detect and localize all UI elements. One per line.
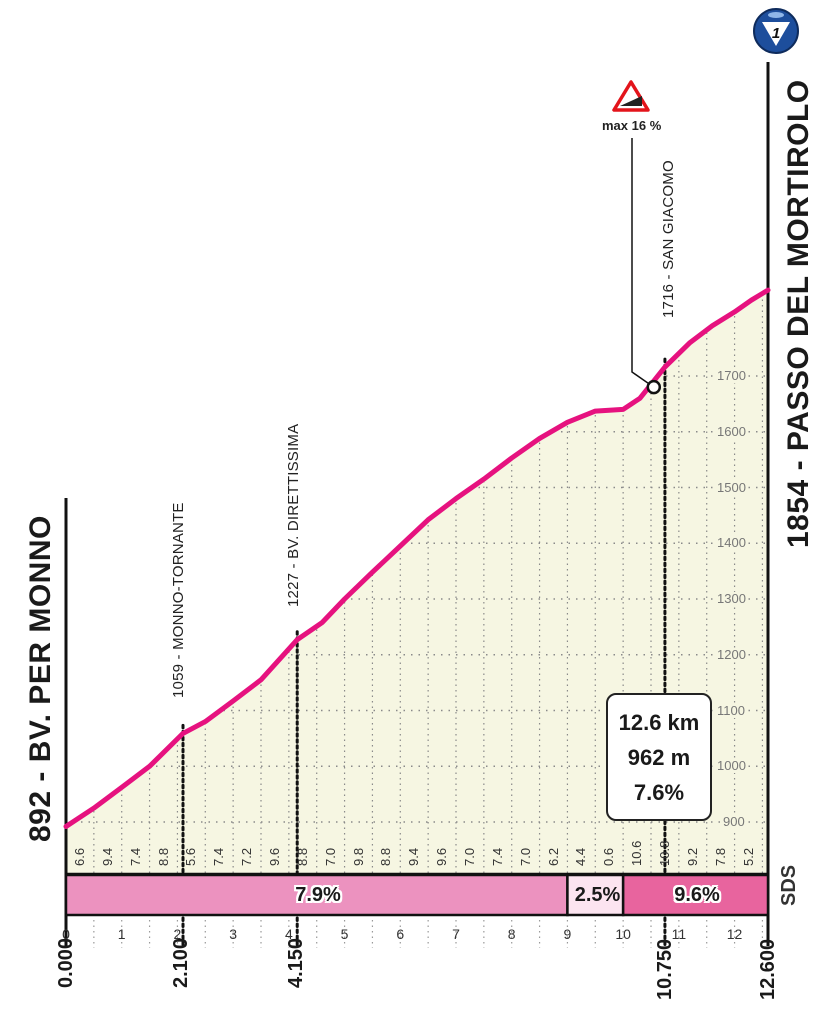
elevation-tick-label: 1400 <box>716 535 747 551</box>
gradient-segment-3 <box>621 873 770 917</box>
half-km-gradient-label: 9.2 <box>684 847 700 866</box>
start-title: 892 - BV. PER MONNO <box>24 515 57 842</box>
elevation-tick-label: 1500 <box>716 479 747 495</box>
half-km-gradient-label: 9.4 <box>406 847 422 866</box>
km-tick-label: 0 <box>62 926 70 942</box>
distance-label-finish: 12.600 <box>757 938 779 1000</box>
half-km-gradient-label: 8.8 <box>294 847 310 866</box>
waypoint-label-san-giacomo: 1716 - SAN GIACOMO <box>660 160 677 318</box>
gpm-badge-triangle <box>762 22 790 46</box>
elevation-tick-label: 1000 <box>716 758 747 774</box>
warning-icon-slope <box>620 96 642 106</box>
km-tick-label: 2 <box>173 926 182 942</box>
max-gradient-callout-line <box>631 138 655 388</box>
half-km-gradient-label: 10.6 <box>629 840 645 866</box>
half-km-gradient-label: 8.8 <box>155 847 171 866</box>
elevation-tick-label: 1100 <box>716 702 746 718</box>
summary-avg-gradient: 7.6% <box>633 779 685 805</box>
km-tick-label: 10 <box>615 926 631 942</box>
distance-label-monno: 2.100 <box>170 937 192 988</box>
km-tick-label: 12 <box>726 926 743 942</box>
half-km-gradient-label: 7.2 <box>239 847 255 866</box>
half-km-gradient-label: 4.4 <box>573 847 589 866</box>
elevation-tick-label: 1700 <box>716 368 747 383</box>
km-tick-label: 1 <box>117 926 126 942</box>
half-km-gradient-label: 8.8 <box>378 847 394 866</box>
half-km-gradient-label: 6.6 <box>71 847 87 866</box>
km-tick-label: 7 <box>452 926 460 942</box>
brand-logo: SDS <box>778 864 800 906</box>
segment-label-2: 2.5% <box>574 883 621 906</box>
half-km-gradient-label: 5.6 <box>183 847 199 866</box>
half-km-gradient-label: 7.4 <box>211 847 227 866</box>
finish-title: 1854 - PASSO DEL MORTIROLO <box>782 79 815 548</box>
gpm-badge-number: 1 <box>772 25 780 42</box>
half-km-gradient-label: 7.0 <box>517 847 533 866</box>
elevation-tick-label: 900 <box>722 814 746 829</box>
km-tick-label: 4 <box>284 926 293 942</box>
half-km-gradient-label: 7.8 <box>712 847 728 866</box>
km-tick-label: 8 <box>507 926 516 942</box>
distance-label-direttissima: 4.150 <box>285 937 307 988</box>
gpm-badge-highlight <box>768 12 784 18</box>
elevation-tick-label: 1600 <box>716 423 747 439</box>
distance-label-start: 0.000 <box>55 937 77 988</box>
distance-label-san-giacomo: 10.750 <box>654 938 676 1000</box>
waypoint-label-monno-tornante: 1059 - MONNO-TORNANTE <box>170 502 187 698</box>
elevation-tick-label: 1200 <box>716 646 747 662</box>
gradient-segment-2 <box>566 873 625 917</box>
waypoint-label-bv-direttissima: 1227 - BV. DIRETTISSIMA <box>285 423 302 607</box>
max-gradient-point <box>646 379 662 395</box>
segment-label-3: 9.6% <box>674 883 720 906</box>
km-tick-label: 9 <box>563 926 572 942</box>
half-km-gradient-label: 9.6 <box>266 847 282 866</box>
elevation-tick-label: 1300 <box>716 591 747 606</box>
profile-fill-area <box>66 290 768 875</box>
km-tick-label: 6 <box>396 926 405 942</box>
half-km-gradient-label: 7.4 <box>127 847 143 866</box>
max-gradient-label: max 16 % <box>602 118 662 133</box>
profile-line <box>63 287 771 829</box>
summary-climb: 962 m <box>627 744 691 770</box>
climb-summary-box: 12.6 km 962 m 7.6% <box>606 693 712 821</box>
segment-label-1: 7.9% <box>295 883 341 906</box>
half-km-gradient-label: 9.4 <box>99 847 115 866</box>
half-km-gradient-label: 7.4 <box>489 847 505 866</box>
half-km-gradient-label: 9.6 <box>434 847 450 866</box>
half-km-gradient-label: 7.0 <box>322 847 338 866</box>
km-tick-label: 5 <box>340 926 349 942</box>
km-tick-label: 11 <box>671 926 687 942</box>
half-km-gradient-label: 10.8 <box>656 840 672 866</box>
summary-distance: 12.6 km <box>618 709 700 735</box>
half-km-gradient-label: 0.6 <box>601 847 617 866</box>
half-km-gradient-label: 7.0 <box>461 847 477 866</box>
half-km-gradient-label: 5.2 <box>740 847 756 866</box>
half-km-gradient-label: 6.2 <box>545 847 561 866</box>
km-tick-label: 3 <box>229 926 238 942</box>
half-km-gradient-label: 9.8 <box>350 847 366 866</box>
